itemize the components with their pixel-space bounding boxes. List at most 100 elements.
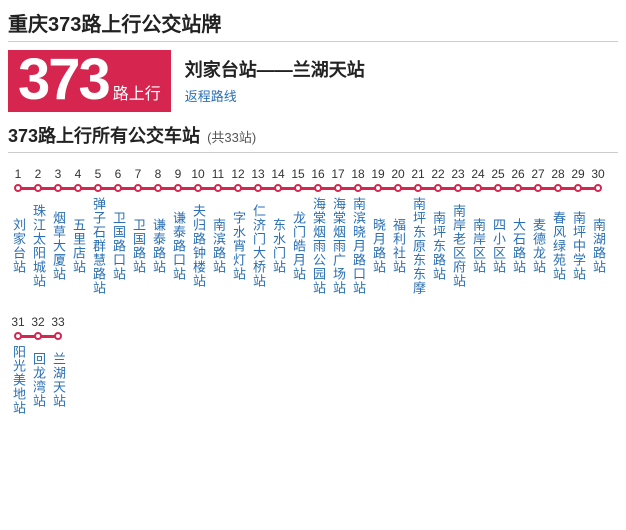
- stop-number: 29: [568, 167, 588, 181]
- stop-name-link[interactable]: 卫国路口站: [108, 197, 128, 295]
- stop-name-link[interactable]: 东水门站: [268, 197, 288, 295]
- stop-number: 24: [468, 167, 488, 181]
- route-number-box: 373 路上行: [8, 50, 171, 112]
- stop-dot: [394, 184, 402, 192]
- stop-name-link[interactable]: 南岸区站: [468, 197, 488, 295]
- stop-dot: [134, 184, 142, 192]
- stop-name-link[interactable]: 麦德龙站: [528, 197, 548, 295]
- stops-title-text: 373路上行所有公交车站: [8, 126, 200, 146]
- stop-name-link[interactable]: 谦泰路站: [148, 197, 168, 295]
- stop-name-link[interactable]: 南坪东原东东摩: [408, 197, 428, 295]
- stop-number: 7: [128, 167, 148, 181]
- stop-name-link[interactable]: 弹子石群慧路站: [88, 197, 108, 295]
- stop-number: 23: [448, 167, 468, 181]
- stop-number: 8: [148, 167, 168, 181]
- destination-block: 刘家台站——兰湖天站 返程路线: [185, 50, 365, 106]
- stop-name-link[interactable]: 阳光美地站: [8, 345, 28, 415]
- page-title: 重庆373路上行公交站牌: [8, 8, 618, 42]
- stop-number: 14: [268, 167, 288, 181]
- route-number: 373: [18, 54, 109, 106]
- stop-numbers-row: 1234567891011121314151617181920212223242…: [8, 167, 618, 183]
- stop-name-link[interactable]: 珠江太阳城站: [28, 197, 48, 295]
- stop-number: 30: [588, 167, 608, 181]
- stop-name-link[interactable]: 四小区站: [488, 197, 508, 295]
- stop-number: 21: [408, 167, 428, 181]
- stop-name-link[interactable]: 海棠烟雨广场站: [328, 197, 348, 295]
- stop-number: 15: [288, 167, 308, 181]
- stop-dot: [174, 184, 182, 192]
- stop-name-link[interactable]: 春风绿苑站: [548, 197, 568, 295]
- stop-name-link[interactable]: 海棠烟雨公园站: [308, 197, 328, 295]
- stop-dot: [14, 332, 22, 340]
- stop-dot: [274, 184, 282, 192]
- stops-title: 373路上行所有公交车站 (共33站): [8, 122, 618, 153]
- stop-name-link[interactable]: 谦泰路口站: [168, 197, 188, 295]
- stop-dot: [534, 184, 542, 192]
- stop-name-link[interactable]: 烟草大厦站: [48, 197, 68, 295]
- stop-dot: [154, 184, 162, 192]
- stop-number: 27: [528, 167, 548, 181]
- stop-name-link[interactable]: 字水宵灯站: [228, 197, 248, 295]
- stop-number: 26: [508, 167, 528, 181]
- stop-number: 18: [348, 167, 368, 181]
- stop-number: 6: [108, 167, 128, 181]
- stop-name-link[interactable]: 福利社站: [388, 197, 408, 295]
- stop-number: 3: [48, 167, 68, 181]
- stop-name-link[interactable]: 兰湖天站: [48, 345, 68, 415]
- stop-dot: [54, 332, 62, 340]
- stop-dot: [414, 184, 422, 192]
- stop-dot: [114, 184, 122, 192]
- stop-number: 4: [68, 167, 88, 181]
- stop-name-link[interactable]: 卫国路站: [128, 197, 148, 295]
- route-diagram: 1234567891011121314151617181920212223242…: [8, 167, 618, 415]
- stop-number: 5: [88, 167, 108, 181]
- route-row: 1234567891011121314151617181920212223242…: [8, 167, 618, 295]
- stop-name-link[interactable]: 五里店站: [68, 197, 88, 295]
- stop-number: 31: [8, 315, 28, 329]
- stop-dot: [254, 184, 262, 192]
- stop-name-link[interactable]: 晓月路站: [368, 197, 388, 295]
- destination-text: 刘家台站——兰湖天站: [185, 56, 365, 82]
- stop-number: 19: [368, 167, 388, 181]
- route-row: 313233 阳光美地站回龙湾站兰湖天站: [8, 315, 618, 415]
- stops-count: (共33站): [207, 130, 256, 145]
- stop-dot: [94, 184, 102, 192]
- stop-dot: [294, 184, 302, 192]
- stop-name-link[interactable]: 南湖路站: [588, 197, 608, 295]
- stop-dot: [54, 184, 62, 192]
- stop-name-link[interactable]: 大石路站: [508, 197, 528, 295]
- stop-dot: [354, 184, 362, 192]
- stop-name-link[interactable]: 回龙湾站: [28, 345, 48, 415]
- stop-name-link[interactable]: 刘家台站: [8, 197, 28, 295]
- return-route-link[interactable]: 返程路线: [185, 89, 237, 104]
- stop-number: 20: [388, 167, 408, 181]
- stop-name-link[interactable]: 南坪中学站: [568, 197, 588, 295]
- stop-dot: [514, 184, 522, 192]
- stop-dot: [214, 184, 222, 192]
- stop-dot: [494, 184, 502, 192]
- stop-name-link[interactable]: 南滨路站: [208, 197, 228, 295]
- stop-dot: [194, 184, 202, 192]
- stop-name-link[interactable]: 夫归路钟楼站: [188, 197, 208, 295]
- stop-number: 32: [28, 315, 48, 329]
- stop-number: 12: [228, 167, 248, 181]
- stop-dot: [334, 184, 342, 192]
- stop-name-link[interactable]: 南滨晓月路口站: [348, 197, 368, 295]
- stop-name-link[interactable]: 龙门皓月站: [288, 197, 308, 295]
- route-line: [8, 183, 618, 193]
- stop-number: 33: [48, 315, 68, 329]
- stop-dot: [34, 332, 42, 340]
- stop-dot: [374, 184, 382, 192]
- stop-dot: [14, 184, 22, 192]
- stop-number: 13: [248, 167, 268, 181]
- stop-number: 17: [328, 167, 348, 181]
- stop-dot: [594, 184, 602, 192]
- stop-dot: [434, 184, 442, 192]
- stop-number: 28: [548, 167, 568, 181]
- stop-name-link[interactable]: 南坪东路站: [428, 197, 448, 295]
- stop-dot: [314, 184, 322, 192]
- stop-name-link[interactable]: 南岸老区府站: [448, 197, 468, 295]
- stop-name-link[interactable]: 仁济门大桥站: [248, 197, 268, 295]
- stop-number: 25: [488, 167, 508, 181]
- route-header: 373 路上行 刘家台站——兰湖天站 返程路线: [8, 50, 618, 112]
